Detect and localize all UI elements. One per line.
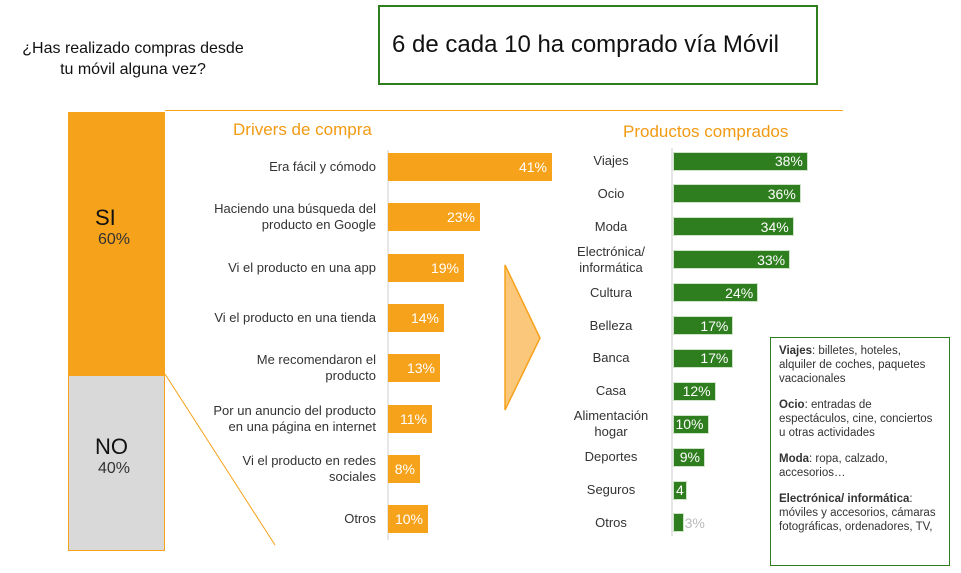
divider bbox=[165, 110, 843, 111]
bar bbox=[673, 250, 791, 270]
headline: 6 de cada 10 ha comprado vía Móvil bbox=[378, 5, 818, 85]
bar bbox=[388, 153, 552, 181]
bar bbox=[388, 253, 464, 282]
value-label: 41% bbox=[518, 159, 547, 175]
note-text: : ropa, calzado, accesorios… bbox=[779, 453, 888, 479]
value-label: 3% bbox=[684, 514, 705, 531]
segment-label: SI bbox=[95, 205, 116, 231]
category-label: Belleza bbox=[589, 317, 633, 333]
segment-value: 60% bbox=[98, 231, 131, 249]
bar bbox=[673, 480, 688, 500]
value-label: 38% bbox=[774, 153, 803, 169]
note-text: : móviles y accesorios, cámaras fotográf… bbox=[779, 493, 936, 533]
value-label: 12% bbox=[682, 383, 711, 400]
bar bbox=[673, 513, 684, 533]
bar bbox=[388, 303, 444, 332]
bar bbox=[673, 381, 716, 401]
value-label: 13% bbox=[406, 360, 435, 377]
note: Electrónica/ informática: móviles y acce… bbox=[779, 492, 941, 534]
value-label: 14% bbox=[410, 309, 439, 326]
bar bbox=[673, 151, 808, 171]
note: Moda: ropa, calzado, accesorios… bbox=[779, 452, 941, 480]
value-label: 24% bbox=[725, 284, 754, 301]
chart-title: Drivers de compra bbox=[233, 120, 372, 139]
category-label: Cultura bbox=[590, 284, 632, 300]
value-label: 33% bbox=[757, 251, 786, 268]
category-label: Por un anuncio del producto en una págin… bbox=[213, 402, 376, 434]
category-label: Vi el producto en redes sociales bbox=[242, 452, 376, 484]
question: ¿Has realizado compras desde tu móvil al… bbox=[22, 40, 244, 78]
bar bbox=[673, 447, 705, 467]
bar bbox=[673, 184, 801, 204]
arrow bbox=[504, 264, 541, 411]
bar bbox=[673, 414, 709, 434]
category-label: Moda bbox=[594, 218, 628, 234]
category-label: Me recomendaron el producto bbox=[256, 352, 376, 384]
bar bbox=[388, 454, 420, 483]
notes-box: Viajes: billetes, hoteles, alquiler de c… bbox=[770, 337, 950, 566]
note-text: : entradas de espectáculos, cine, concie… bbox=[779, 399, 933, 439]
note-term: Ocio bbox=[779, 399, 805, 411]
bar bbox=[673, 348, 734, 368]
connector bbox=[164, 373, 276, 546]
value-label: 4 bbox=[676, 482, 684, 498]
bar bbox=[673, 217, 794, 237]
bar bbox=[388, 404, 432, 433]
category-label: Viajes bbox=[593, 153, 629, 168]
category-label: Seguros bbox=[586, 482, 636, 497]
category-label: Otros bbox=[344, 511, 376, 527]
value-label: 11% bbox=[400, 410, 427, 427]
bar bbox=[388, 203, 480, 232]
value-label: 9% bbox=[679, 449, 700, 466]
category-label: Alimentación hogar bbox=[573, 408, 649, 440]
category-label: Vi el producto en una tienda bbox=[214, 309, 376, 325]
segment-label: NO bbox=[95, 433, 128, 459]
note-text: : billetes, hoteles, alquiler de coches,… bbox=[779, 345, 926, 385]
category-label: Casa bbox=[595, 383, 627, 399]
bar bbox=[388, 354, 440, 383]
category-label: Banca bbox=[592, 350, 630, 366]
stack-segment bbox=[68, 112, 165, 376]
note-term: Electrónica/ informática bbox=[779, 493, 910, 505]
value-label: 19% bbox=[430, 259, 459, 276]
bar bbox=[388, 505, 428, 534]
category-label: Haciendo una búsqueda del producto en Go… bbox=[214, 201, 376, 233]
value-label: 36% bbox=[767, 185, 796, 202]
value-label: 17% bbox=[700, 350, 729, 367]
category-label: Ocio bbox=[597, 185, 625, 201]
value-label: 8% bbox=[394, 460, 415, 477]
category-label: Otros bbox=[595, 514, 627, 530]
bar bbox=[673, 316, 734, 335]
category-label: Vi el producto en una app bbox=[228, 259, 376, 275]
connector bbox=[165, 545, 275, 551]
value-label: 10% bbox=[394, 511, 423, 528]
category-label: Electrónica/ informática bbox=[577, 243, 645, 275]
note: Ocio: entradas de espectáculos, cine, co… bbox=[779, 398, 941, 440]
value-label: 23% bbox=[446, 209, 475, 226]
value-label: 17% bbox=[700, 317, 729, 334]
segment-value: 40% bbox=[98, 459, 131, 477]
chart-title: Productos comprados bbox=[623, 122, 789, 141]
note: Viajes: billetes, hoteles, alquiler de c… bbox=[779, 344, 941, 386]
category-label: Era fácil y cómodo bbox=[269, 159, 376, 174]
bar bbox=[673, 283, 759, 303]
value-label: 10% bbox=[675, 416, 704, 433]
value-label: 34% bbox=[760, 218, 789, 235]
note-term: Moda bbox=[779, 453, 810, 465]
category-label: Deportes bbox=[584, 449, 638, 465]
stack-segment bbox=[68, 375, 165, 551]
note-term: Viajes bbox=[779, 345, 813, 357]
